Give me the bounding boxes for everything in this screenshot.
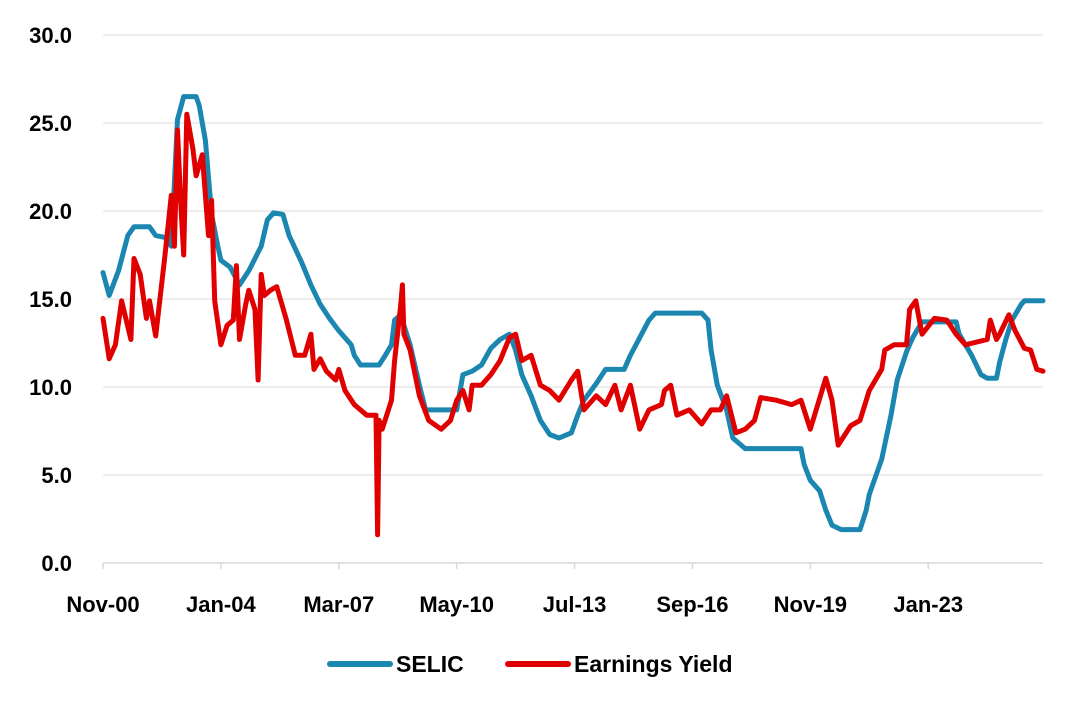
series-lines — [100, 94, 1046, 538]
legend: SELIC Earnings Yield — [327, 651, 733, 677]
gridlines — [103, 34, 1043, 476]
y-tick-label: 0.0 — [41, 551, 72, 576]
x-tick-label: Mar-07 — [303, 592, 374, 617]
y-tick-label: 15.0 — [29, 287, 72, 312]
series-line-selic — [100, 94, 1046, 533]
y-tick-label: 25.0 — [29, 111, 72, 136]
x-tick-label: Sep-16 — [656, 592, 728, 617]
x-tick-label: Nov-00 — [66, 592, 139, 617]
x-tick-label: Jan-23 — [893, 592, 963, 617]
x-axis: Nov-00 Jan-04 Mar-07 May-10 Jul-13 Sep-16 Nov-… — [66, 562, 1043, 617]
x-tick-label: Jan-04 — [186, 592, 256, 617]
x-tick-label: Nov-19 — [774, 592, 847, 617]
series-line-earnings-yield — [100, 111, 1046, 538]
y-tick-label: 10.0 — [29, 375, 72, 400]
x-tick-label: May-10 — [419, 592, 494, 617]
y-axis-tick-labels: 0.0 5.0 10.0 15.0 20.0 25.0 30.0 — [29, 23, 72, 576]
y-tick-label: 5.0 — [41, 463, 72, 488]
legend-label-selic: SELIC — [396, 651, 464, 677]
y-tick-label: 20.0 — [29, 199, 72, 224]
x-tick-label: Jul-13 — [543, 592, 607, 617]
y-tick-label: 30.0 — [29, 23, 72, 48]
legend-label-earnings-yield: Earnings Yield — [574, 651, 733, 677]
